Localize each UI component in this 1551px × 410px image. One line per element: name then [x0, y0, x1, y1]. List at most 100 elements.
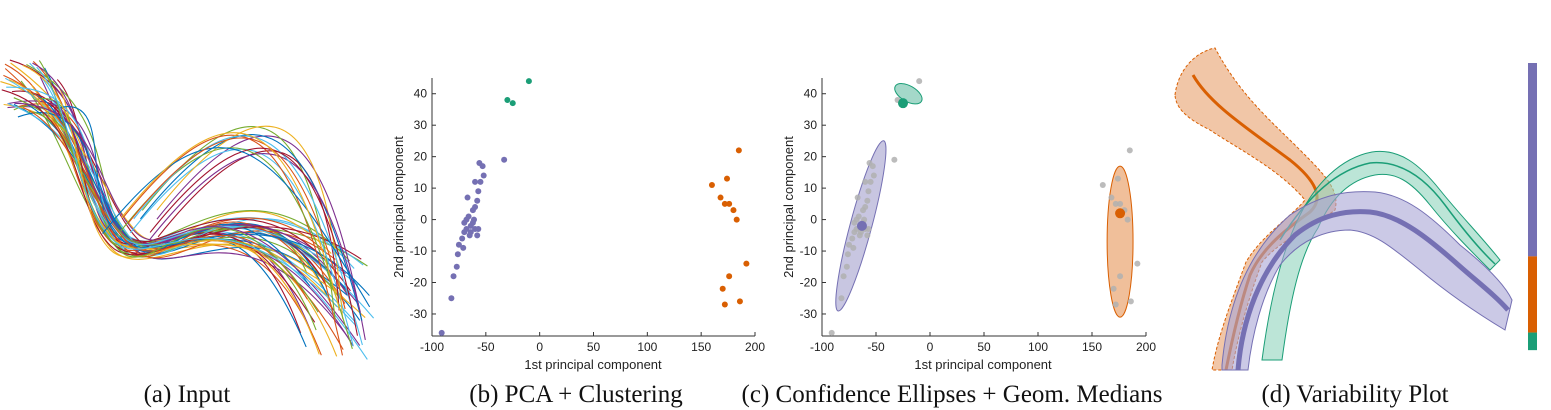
purple-cluster-point [467, 229, 474, 236]
input-curve [8, 79, 338, 308]
grey-sample-point [843, 263, 850, 270]
x-axis-label: 1st principal component [914, 357, 1052, 372]
input-curve [4, 63, 344, 350]
grey-sample-point [867, 178, 874, 185]
purple-cluster-point [472, 178, 479, 185]
x-tick-label: 200 [745, 340, 765, 354]
caption-input: (a) Input [144, 381, 231, 408]
y-tick-label: 40 [804, 87, 818, 101]
purple-cluster-point [453, 263, 460, 270]
y-axis-label: 2nd principal component [391, 136, 406, 278]
x-tick-label: 150 [691, 340, 711, 354]
input-curve [121, 132, 341, 311]
caption-pca-clustering: (b) PCA + Clustering [469, 381, 683, 408]
orange-cluster-point [708, 181, 715, 188]
orange-colorbar-segment [1528, 256, 1537, 333]
input-curve [133, 135, 363, 346]
y-tick-label: 20 [414, 150, 428, 164]
orange-cluster-point [743, 260, 750, 267]
orange-cluster-point [717, 194, 724, 201]
grey-sample-point [1108, 194, 1115, 201]
purple-cluster-point [464, 194, 471, 201]
purple-cluster-point [479, 163, 486, 170]
caption-variability-plot: (d) Variability Plot [1261, 381, 1448, 408]
y-tick-label: -30 [800, 307, 818, 321]
y-tick-label: 0 [810, 213, 817, 227]
purple-cluster-point [455, 241, 462, 248]
x-tick-label: 150 [1082, 340, 1102, 354]
input-curve [53, 99, 350, 298]
purple-cluster-point [448, 295, 455, 302]
purple-cluster-point [454, 251, 461, 258]
input-curve [38, 60, 319, 313]
y-tick-label: -30 [410, 307, 428, 321]
y-tick-label: 0 [420, 213, 427, 227]
green-cluster-point [525, 78, 532, 85]
grey-sample-point [846, 241, 852, 248]
grey-sample-point [1112, 301, 1119, 308]
grey-sample-point [840, 273, 847, 280]
grey-sample-point [865, 226, 872, 233]
grey-sample-point [1099, 181, 1106, 188]
purple-cluster-point [474, 197, 481, 204]
orange-cluster-point [733, 216, 740, 223]
green-geometric-median [898, 98, 908, 109]
grey-sample-point [865, 188, 872, 195]
input-curve [156, 125, 344, 319]
purple-cluster-point [459, 235, 466, 242]
x-tick-label: 0 [927, 340, 934, 354]
y-axis-label: 2nd principal component [781, 136, 796, 278]
purple-geometric-median [856, 220, 867, 231]
orange-cluster-point [719, 285, 726, 292]
purple-cluster-point [474, 232, 481, 239]
x-tick-label: -100 [420, 340, 444, 354]
x-tick-label: 50 [977, 340, 991, 354]
purple-cluster-point [465, 213, 472, 220]
orange-cluster-point [736, 298, 743, 305]
grey-sample-point [864, 197, 871, 204]
grey-sample-point [850, 244, 857, 251]
input-curve [14, 102, 361, 346]
input-curve [157, 150, 340, 311]
orange-cluster-point [726, 273, 733, 280]
grey-sample-point [844, 251, 851, 258]
purple-colorbar-segment [1528, 63, 1537, 257]
green-colorbar-segment [1528, 332, 1537, 351]
x-tick-label: -100 [810, 340, 834, 354]
purple-cluster-point [463, 226, 470, 233]
input-curve [102, 147, 371, 308]
y-tick-label: 40 [414, 87, 428, 101]
input-curve [22, 106, 308, 300]
input-curve [36, 66, 357, 327]
orange-cluster-point [724, 175, 731, 182]
x-axis-label: 1st principal component [524, 357, 662, 372]
green-cluster-point [509, 100, 516, 107]
y-tick-label: -20 [800, 276, 818, 290]
input-curve [156, 135, 366, 341]
input-curve [140, 134, 363, 321]
y-tick-label: -10 [410, 244, 428, 258]
purple-cluster-point [477, 178, 484, 185]
orange-cluster-point [735, 147, 742, 154]
grey-sample-point [860, 207, 867, 214]
green-median-curve [1279, 161, 1496, 265]
orange-cluster-point [721, 301, 728, 308]
purple-cluster-point [438, 329, 445, 336]
purple-cluster-point [475, 226, 482, 233]
input-curve [149, 147, 359, 336]
y-tick-label: 10 [804, 181, 818, 195]
grey-sample-point [1114, 175, 1121, 182]
input-curve [27, 111, 317, 331]
grey-sample-point [862, 178, 869, 185]
orange-variability-band [1174, 47, 1337, 371]
x-tick-label: 50 [587, 340, 601, 354]
purple-cluster-point [460, 244, 467, 251]
grey-sample-point [855, 213, 862, 220]
grey-sample-point [828, 329, 835, 336]
y-tick-label: -20 [410, 276, 428, 290]
purple-cluster-point [450, 273, 457, 280]
orange-cluster-point [721, 200, 728, 207]
grey-sample-point [1127, 298, 1134, 305]
orange-cluster-point [726, 200, 733, 207]
